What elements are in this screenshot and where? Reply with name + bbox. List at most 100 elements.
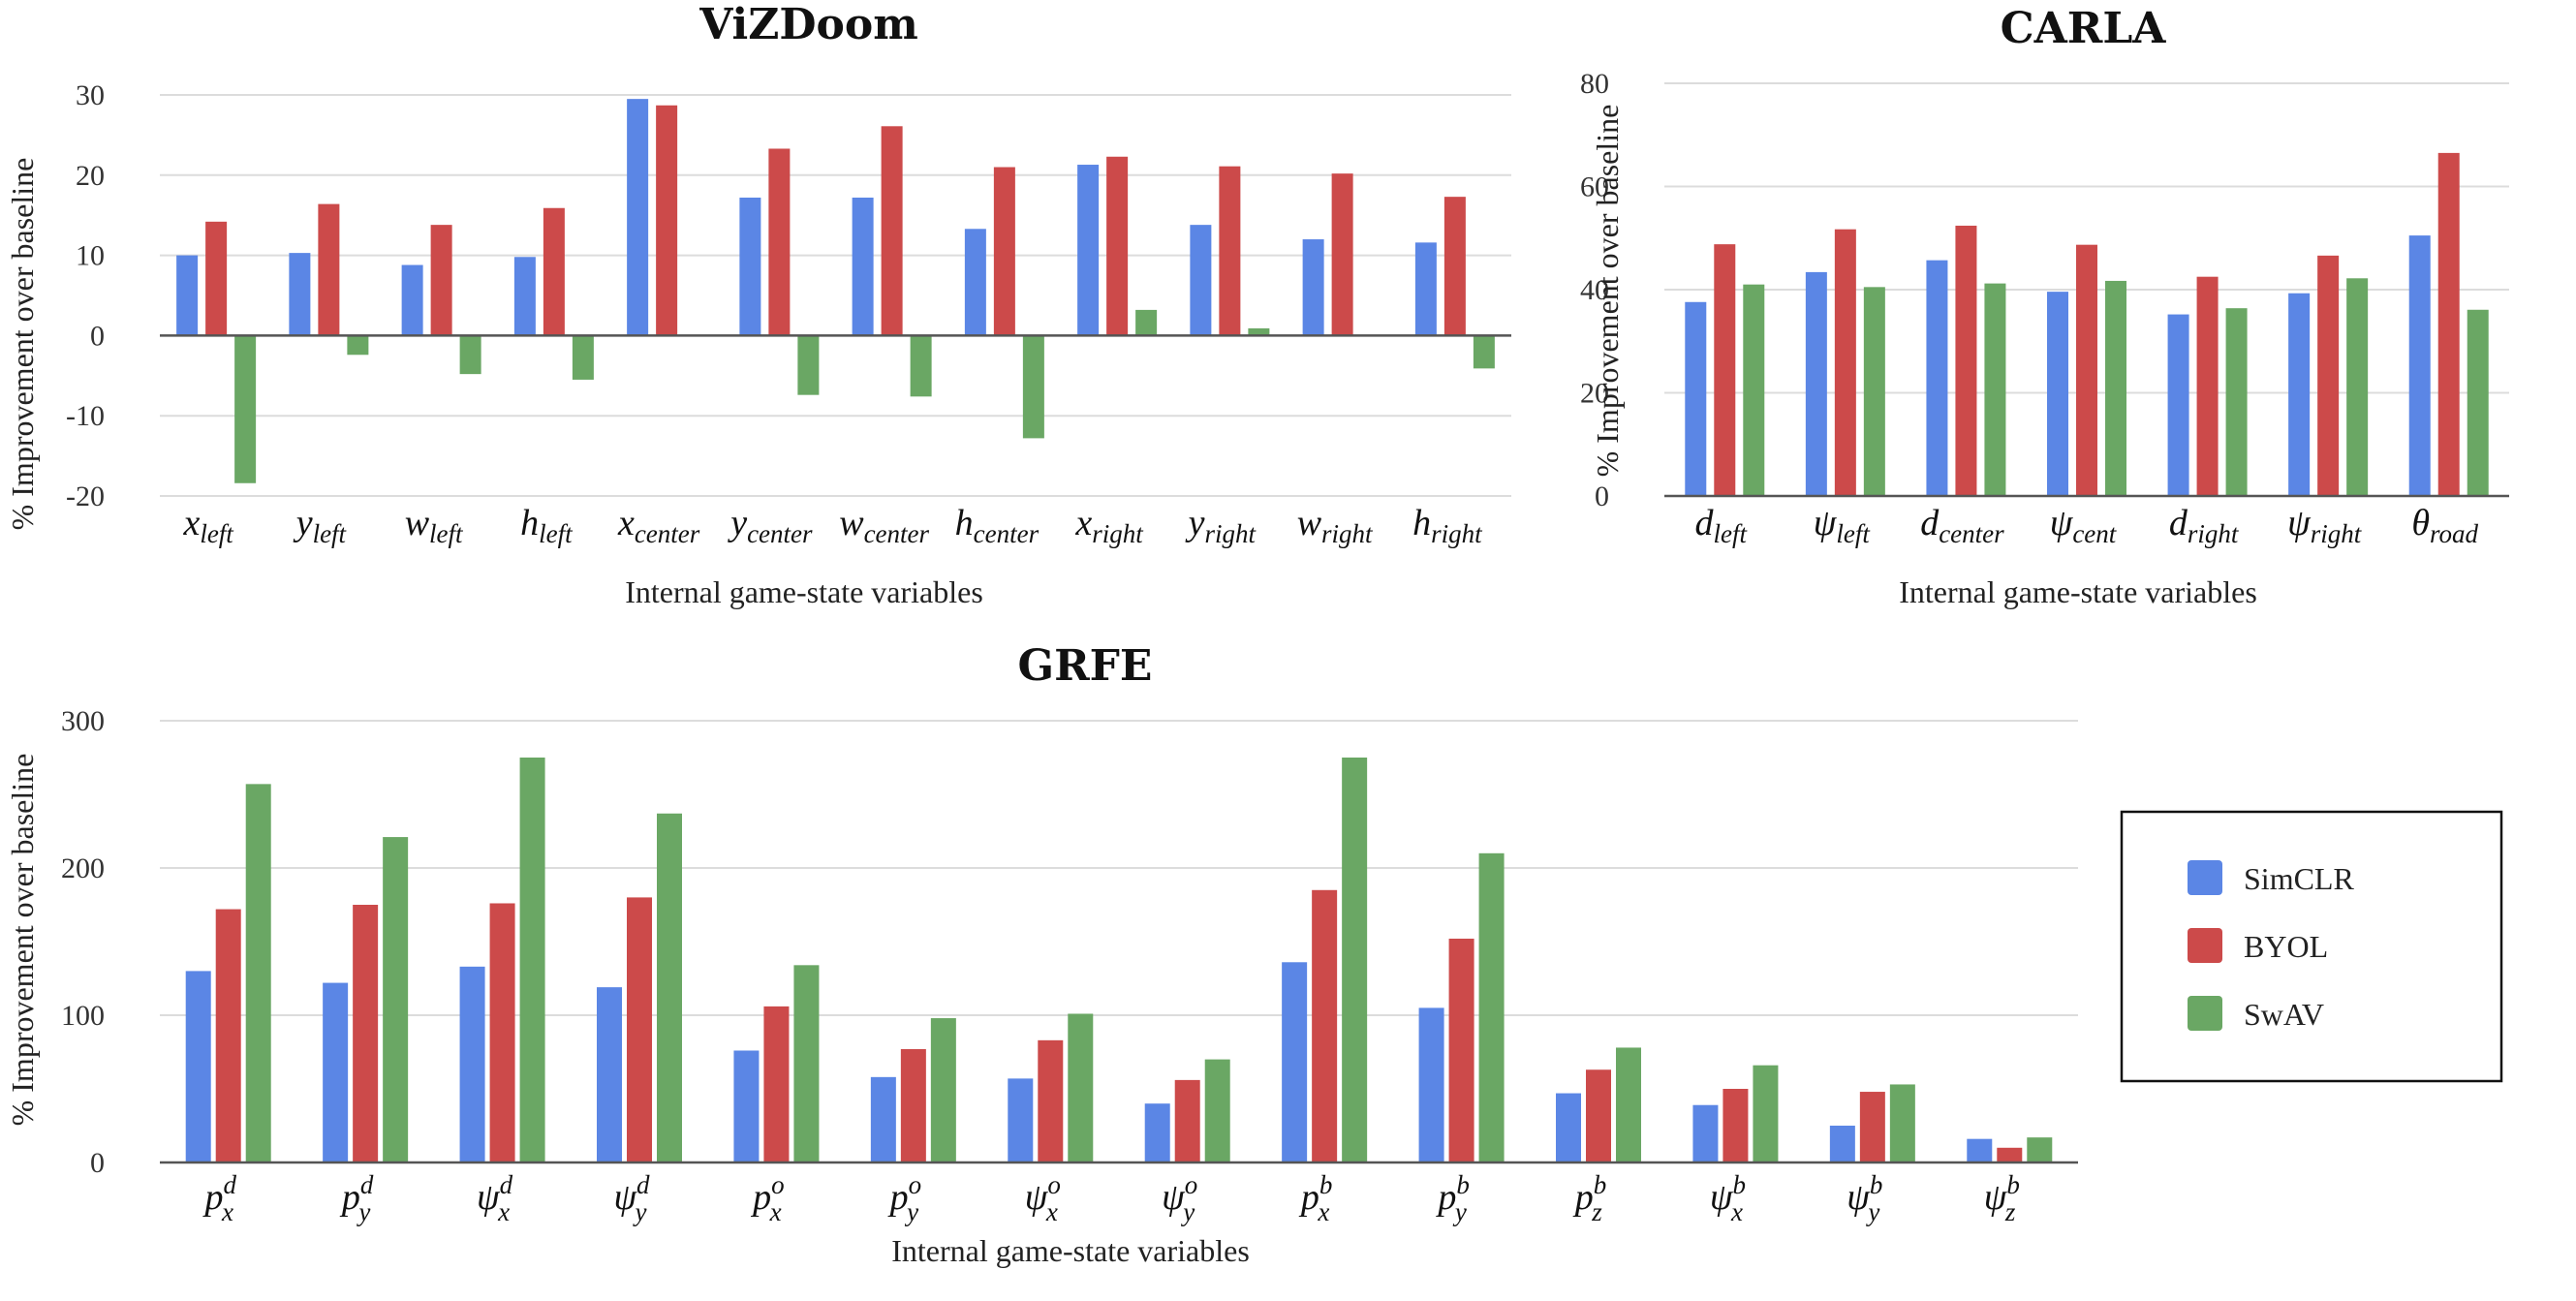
- grfe-bar-byol: [627, 897, 652, 1162]
- vizdoom-bar-byol: [205, 221, 228, 336]
- grfe-bar-byol: [1174, 1079, 1200, 1162]
- grfe-title: GRFE: [1018, 641, 1153, 691]
- carla-bar-byol: [2317, 255, 2340, 496]
- category-base: θ: [2411, 503, 2430, 543]
- category-base: w: [405, 503, 430, 543]
- category-subscript: center: [864, 519, 930, 548]
- grfe-bar-simclr: [323, 982, 349, 1162]
- grfe-y-tick-label: 100: [61, 1000, 105, 1032]
- category-base: ψ: [1847, 1177, 1871, 1218]
- grfe-bar-swav: [245, 784, 271, 1162]
- grfe-x-tick-label: po x: [750, 1170, 785, 1226]
- grfe-bar-swav: [1068, 1013, 1094, 1162]
- grfe-bar-byol: [1448, 938, 1474, 1162]
- grfe-bar-swav: [2027, 1137, 2053, 1162]
- grfe-bar-swav: [1478, 852, 1505, 1162]
- vizdoom-bar-byol: [656, 105, 678, 336]
- grfe-bar-simclr: [1008, 1078, 1034, 1162]
- category-subscript: x: [1045, 1197, 1058, 1226]
- vizdoom-bar-swav: [347, 335, 369, 356]
- grfe-y-tick-label: 200: [61, 852, 105, 884]
- category-base: h: [955, 503, 974, 543]
- vizdoom-bar-byol: [430, 225, 452, 336]
- category-superscript: o: [1047, 1170, 1061, 1199]
- grfe-x-tick-label: ψd y: [613, 1170, 650, 1226]
- grfe-bar-byol: [1586, 1069, 1611, 1162]
- grfe-x-categories: pd x pd y ψd x ψd y po x po y ψo x ψo y pb x pb y pb z ψb x ψb y ψ…: [202, 1170, 2019, 1226]
- grfe-bar-byol: [1859, 1092, 1885, 1162]
- category-superscript: o: [909, 1170, 922, 1199]
- vizdoom-x-categories: xleft yleft wleft hleft xcenter ycenter wcente…: [182, 503, 1483, 548]
- grfe-x-axis-label: Internal game-state variables: [891, 1233, 1250, 1268]
- grfe-bar-simclr: [1692, 1104, 1719, 1162]
- grfe-bar-simclr: [1556, 1093, 1581, 1162]
- legend-box: [2120, 810, 2503, 1083]
- category-base: ψ: [1025, 1177, 1049, 1218]
- grfe-bar-swav: [519, 758, 545, 1162]
- vizdoom-y-tick-label: 20: [76, 160, 105, 192]
- grfe-bar-simclr: [1418, 1007, 1444, 1162]
- vizdoom-x-tick-label: ycenter: [727, 503, 813, 548]
- carla-x-tick-label: θroad: [2411, 503, 2478, 548]
- carla-bar-swav: [1743, 284, 1765, 496]
- carla-bar-swav: [1863, 287, 1885, 496]
- category-base: p: [1298, 1177, 1319, 1218]
- category-subscript: right: [2188, 519, 2240, 548]
- category-base: y: [727, 503, 747, 543]
- vizdoom-x-tick-label: yright: [1185, 503, 1257, 548]
- category-subscript: x: [769, 1197, 782, 1226]
- vizdoom-bar-simclr: [513, 257, 536, 336]
- category-subscript: left: [313, 519, 348, 548]
- grfe-bar-swav: [1616, 1047, 1641, 1162]
- carla-bar-swav: [2346, 278, 2369, 496]
- grfe-bar-swav: [1889, 1084, 1915, 1162]
- carla-bar-simclr: [2288, 293, 2311, 496]
- grfe-bar-byol: [900, 1048, 926, 1162]
- category-subscript: left: [200, 519, 234, 548]
- vizdoom-bar-byol: [881, 126, 903, 336]
- vizdoom-bar-byol: [768, 148, 791, 336]
- category-subscript: center: [747, 519, 813, 548]
- vizdoom-bar-swav: [234, 335, 257, 483]
- category-base: ψ: [1162, 1177, 1186, 1218]
- carla-bar-byol: [2076, 244, 2097, 497]
- vizdoom-bar-byol: [1443, 197, 1466, 336]
- category-subscript: y: [356, 1197, 370, 1226]
- grfe-bar-swav: [383, 837, 409, 1162]
- category-subscript: y: [633, 1197, 647, 1226]
- carla-bar-swav: [1984, 283, 2006, 496]
- category-subscript: x: [497, 1197, 510, 1226]
- category-base: x: [182, 503, 200, 543]
- category-superscript: b: [1732, 1170, 1746, 1199]
- category-base: d: [1920, 503, 1940, 543]
- vizdoom-y-tick-label: -10: [66, 400, 105, 432]
- carla-y-tick-label: 40: [1580, 274, 1609, 306]
- carla-bar-byol: [1714, 244, 1736, 496]
- vizdoom-x-tick-label: wcenter: [839, 503, 929, 548]
- grfe-x-tick-label: ψb x: [1710, 1170, 1746, 1226]
- category-superscript: b: [2006, 1170, 2020, 1199]
- category-subscript: y: [1865, 1197, 1879, 1226]
- category-subscript: center: [635, 519, 700, 548]
- carla-x-axis-label: Internal game-state variables: [1899, 574, 2257, 609]
- category-superscript: d: [223, 1170, 236, 1199]
- carla-y-tick-label: 80: [1580, 68, 1609, 100]
- category-base: p: [339, 1177, 360, 1218]
- category-subscript: left: [539, 519, 574, 548]
- category-subscript: right: [1092, 519, 1144, 548]
- carla-bar-simclr: [1926, 260, 1948, 496]
- carla-y-tick-label: 0: [1595, 480, 1609, 512]
- legend-label-swav: SwAV: [2244, 997, 2324, 1032]
- grfe-bars: [185, 758, 2053, 1162]
- grfe-x-tick-label: pb y: [1435, 1170, 1470, 1226]
- vizdoom-y-tick-label: -20: [66, 480, 105, 512]
- category-subscript: z: [2004, 1197, 2016, 1226]
- grfe-bar-simclr: [1829, 1126, 1855, 1162]
- carla-bar-byol: [1955, 225, 1977, 496]
- category-subscript: center: [1939, 519, 2004, 548]
- category-subscript: center: [974, 519, 1040, 548]
- carla-bar-swav: [2225, 308, 2248, 496]
- category-subscript: x: [1317, 1197, 1329, 1226]
- grfe-bar-byol: [763, 1006, 790, 1162]
